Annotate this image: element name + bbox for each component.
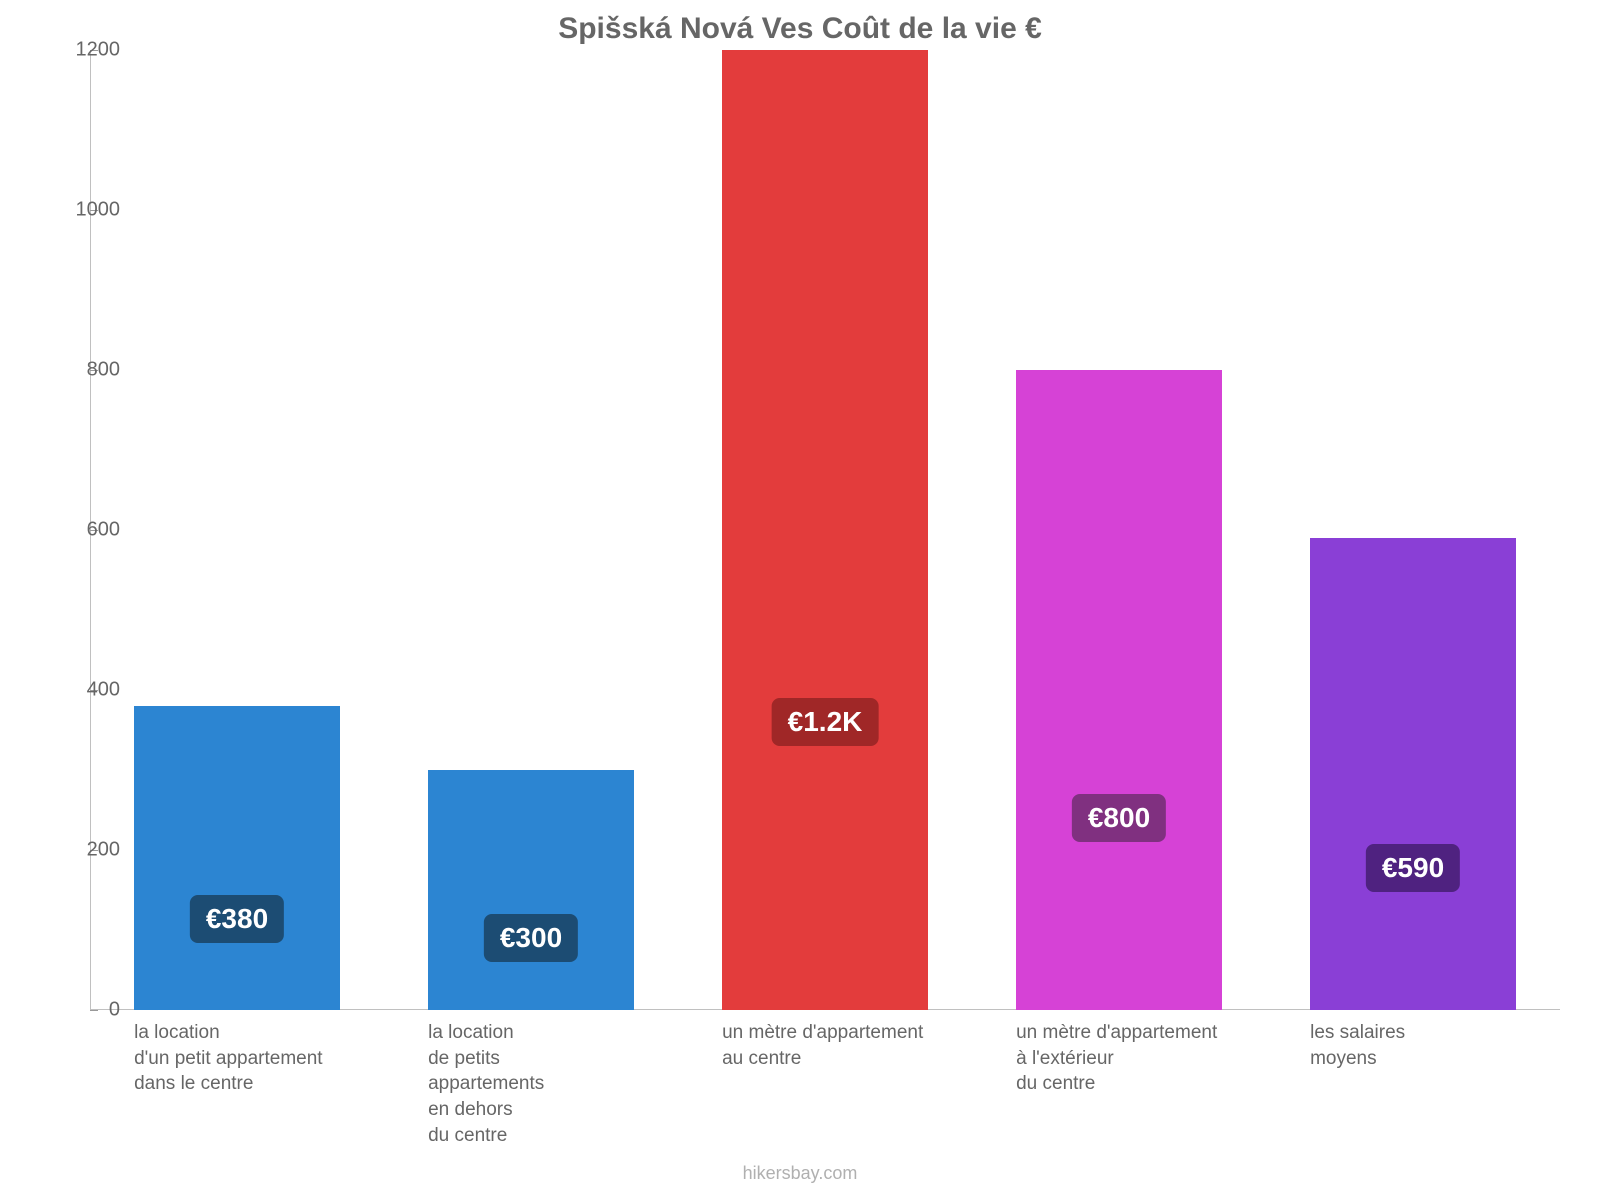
bar <box>428 770 634 1010</box>
y-tick-label: 1000 <box>60 199 120 222</box>
plot-area: €380 €300 €1.2K €800 €590 <box>90 50 1560 1010</box>
bar <box>134 706 340 1010</box>
y-tick-label: 1200 <box>60 39 120 62</box>
bar-value-badge: €380 <box>190 895 284 943</box>
y-tick-label: 400 <box>60 679 120 702</box>
chart-container: Spišská Nová Ves Coût de la vie € €380€3… <box>0 0 1600 1200</box>
x-tick-label: les salaires moyens <box>1310 1020 1405 1071</box>
x-tick-label: un mètre d'appartement à l'extérieur du … <box>1016 1020 1217 1097</box>
bar-value-badge: €300 <box>484 914 578 962</box>
bar <box>722 50 928 1010</box>
x-tick-label: la location de petits appartements en de… <box>428 1020 544 1148</box>
y-tick-label: 200 <box>60 839 120 862</box>
bar <box>1310 538 1516 1010</box>
bar-value-badge: €590 <box>1366 844 1460 892</box>
bar-value-badge: €1.2K <box>772 698 879 746</box>
bar-value-badge: €800 <box>1072 794 1166 842</box>
bar <box>1016 370 1222 1010</box>
attribution-text: hikersbay.com <box>0 1163 1600 1184</box>
x-tick-label: un mètre d'appartement au centre <box>722 1020 923 1071</box>
y-tick-label: 600 <box>60 519 120 542</box>
y-tick-label: 0 <box>60 999 120 1022</box>
chart-title: Spišská Nová Ves Coût de la vie € <box>0 12 1600 46</box>
x-tick-label: la location d'un petit appartement dans … <box>134 1020 322 1097</box>
y-tick-label: 800 <box>60 359 120 382</box>
